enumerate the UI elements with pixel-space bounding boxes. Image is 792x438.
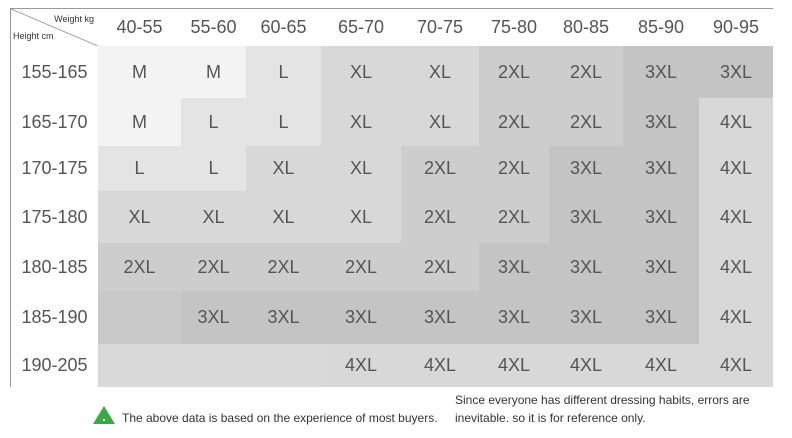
size-cell: 3XL	[623, 46, 699, 98]
size-cell: L	[181, 146, 246, 191]
size-cell: 3XL	[623, 146, 699, 191]
size-cell: L	[181, 98, 246, 146]
size-cell: 2XL	[479, 98, 549, 146]
column-header: 85-90	[623, 9, 699, 46]
column-header: 55-60	[181, 9, 246, 46]
size-cell: 2XL	[549, 98, 623, 146]
size-cell: L	[246, 98, 321, 146]
size-cell: XL	[321, 98, 401, 146]
size-cell: XL	[246, 191, 321, 243]
size-cell	[98, 344, 181, 387]
corner-cell: Weight kg Height cm	[11, 9, 98, 46]
size-cell: 4XL	[623, 344, 699, 387]
size-cell: 3XL	[479, 243, 549, 291]
column-header: 40-55	[98, 9, 181, 46]
size-cell: 3XL	[623, 243, 699, 291]
column-header: 80-85	[549, 9, 623, 46]
row-header: 190-205	[11, 344, 98, 387]
weight-label: Weight kg	[54, 14, 94, 24]
size-cell	[98, 291, 181, 344]
size-cell: XL	[321, 191, 401, 243]
size-cell: M	[181, 46, 246, 98]
size-cell: 4XL	[699, 243, 773, 291]
row-header: 170-175	[11, 146, 98, 191]
size-cell: 3XL	[699, 46, 773, 98]
size-cell: 3XL	[623, 191, 699, 243]
size-cell	[246, 344, 321, 387]
size-cell: 2XL	[98, 243, 181, 291]
size-table: Weight kg Height cm 40-55 55-60 60-65 65-70…	[10, 8, 773, 387]
size-cell: XL	[181, 191, 246, 243]
size-cell: 4XL	[549, 344, 623, 387]
size-cell	[181, 344, 246, 387]
size-cell: 4XL	[479, 344, 549, 387]
column-header: 65-70	[321, 9, 401, 46]
size-cell: 2XL	[321, 243, 401, 291]
size-cell: 3XL	[401, 291, 479, 344]
column-header: 75-80	[479, 9, 549, 46]
size-cell: 3XL	[246, 291, 321, 344]
size-cell: 4XL	[699, 291, 773, 344]
size-cell: 3XL	[479, 291, 549, 344]
size-cell: XL	[401, 98, 479, 146]
column-header: 70-75	[401, 9, 479, 46]
size-cell: 3XL	[549, 291, 623, 344]
size-cell: 4XL	[321, 344, 401, 387]
warning-icon	[93, 406, 115, 424]
size-cell: 3XL	[623, 98, 699, 146]
size-cell: L	[246, 46, 321, 98]
size-cell: XL	[98, 191, 181, 243]
column-header: 90-95	[699, 9, 773, 46]
size-cell: 2XL	[479, 191, 549, 243]
size-cell: 2XL	[246, 243, 321, 291]
footer-disclaimer: Since everyone has different dressing ha…	[455, 393, 750, 407]
size-cell: 3XL	[549, 191, 623, 243]
size-cell: 4XL	[699, 146, 773, 191]
size-cell: XL	[401, 46, 479, 98]
size-cell: 3XL	[623, 291, 699, 344]
size-cell: 2XL	[401, 243, 479, 291]
size-cell: M	[98, 46, 181, 98]
row-header: 180-185	[11, 243, 98, 291]
row-header: 185-190	[11, 291, 98, 344]
size-cell: XL	[321, 46, 401, 98]
size-cell: L	[98, 146, 181, 191]
footer-disclaimer: inevitable. so it is for reference only.	[455, 411, 646, 425]
size-cell: 2XL	[401, 191, 479, 243]
height-label: Height cm	[13, 31, 54, 41]
footer-note: The above data is based on the experienc…	[122, 411, 438, 425]
size-cell: 2XL	[479, 146, 549, 191]
size-cell: 2XL	[401, 146, 479, 191]
corner-diagonal	[11, 9, 98, 46]
row-header: 175-180	[11, 191, 98, 243]
size-cell: 3XL	[549, 146, 623, 191]
row-header: 165-170	[11, 98, 98, 146]
size-cell: 2XL	[181, 243, 246, 291]
size-cell: XL	[246, 146, 321, 191]
size-cell: 4XL	[699, 344, 773, 387]
size-cell: 3XL	[549, 243, 623, 291]
row-header: 155-165	[11, 46, 98, 98]
size-cell: 4XL	[699, 191, 773, 243]
size-cell: 2XL	[549, 46, 623, 98]
column-header: 60-65	[246, 9, 321, 46]
size-cell: 4XL	[699, 98, 773, 146]
size-cell: 4XL	[401, 344, 479, 387]
size-cell: 3XL	[181, 291, 246, 344]
size-cell: M	[98, 98, 181, 146]
size-cell: XL	[321, 146, 401, 191]
size-cell: 3XL	[321, 291, 401, 344]
size-cell: 2XL	[479, 46, 549, 98]
